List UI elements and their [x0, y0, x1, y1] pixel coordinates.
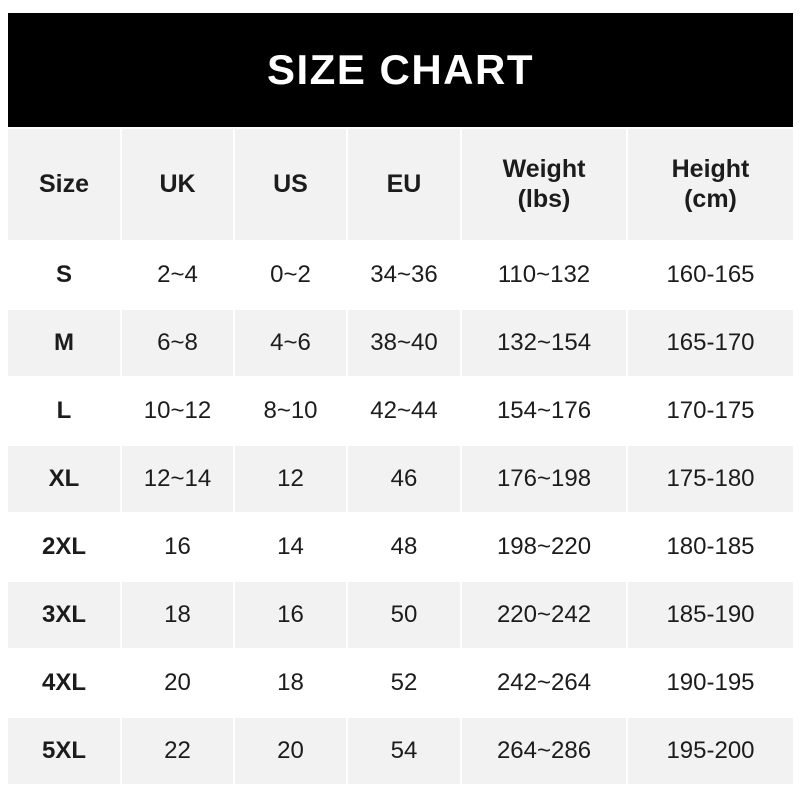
column-header-weight: Weight (lbs) — [462, 129, 628, 242]
cell-eu: 42~44 — [348, 378, 462, 446]
cell-size: L — [8, 378, 122, 446]
cell-height: 170-175 — [628, 378, 793, 446]
cell-height: 185-190 — [628, 582, 793, 650]
table-row: 4XL 20 18 52 242~264 190-195 — [8, 650, 793, 718]
cell-uk: 2~4 — [122, 242, 235, 310]
cell-us: 16 — [235, 582, 348, 650]
cell-us: 0~2 — [235, 242, 348, 310]
cell-uk: 16 — [122, 514, 235, 582]
cell-weight: 264~286 — [462, 718, 628, 786]
column-header-size: Size — [8, 129, 122, 242]
column-header-uk-line1: UK — [159, 169, 196, 198]
cell-size: 5XL — [8, 718, 122, 786]
table-row: 3XL 18 16 50 220~242 185-190 — [8, 582, 793, 650]
cell-size: S — [8, 242, 122, 310]
cell-uk: 22 — [122, 718, 235, 786]
cell-us: 4~6 — [235, 310, 348, 378]
table-row: S 2~4 0~2 34~36 110~132 160-165 — [8, 242, 793, 310]
title-bar: SIZE CHART — [8, 13, 793, 127]
size-chart-table: Size UK US EU Weight (lbs) Height (cm) — [8, 129, 793, 786]
cell-weight: 176~198 — [462, 446, 628, 514]
cell-us: 14 — [235, 514, 348, 582]
cell-height: 160-165 — [628, 242, 793, 310]
cell-eu: 50 — [348, 582, 462, 650]
cell-size: 2XL — [8, 514, 122, 582]
cell-weight: 132~154 — [462, 310, 628, 378]
cell-weight: 198~220 — [462, 514, 628, 582]
cell-weight: 154~176 — [462, 378, 628, 446]
cell-eu: 48 — [348, 514, 462, 582]
cell-us: 20 — [235, 718, 348, 786]
cell-us: 8~10 — [235, 378, 348, 446]
column-header-weight-line1: Weight — [502, 155, 586, 183]
cell-uk: 12~14 — [122, 446, 235, 514]
column-header-height-unit: (cm) — [684, 184, 737, 213]
table-row: XL 12~14 12 46 176~198 175-180 — [8, 446, 793, 514]
cell-weight: 242~264 — [462, 650, 628, 718]
cell-eu: 38~40 — [348, 310, 462, 378]
column-header-size-line1: Size — [38, 169, 90, 198]
cell-eu: 34~36 — [348, 242, 462, 310]
column-header-eu-line1: EU — [386, 169, 422, 198]
column-header-height: Height (cm) — [628, 129, 793, 242]
column-header-uk: UK — [122, 129, 235, 242]
cell-uk: 20 — [122, 650, 235, 718]
cell-uk: 10~12 — [122, 378, 235, 446]
cell-uk: 18 — [122, 582, 235, 650]
table-row: 2XL 16 14 48 198~220 180-185 — [8, 514, 793, 582]
cell-uk: 6~8 — [122, 310, 235, 378]
cell-eu: 46 — [348, 446, 462, 514]
column-header-eu: EU — [348, 129, 462, 242]
column-header-height-line1: Height — [671, 155, 750, 183]
column-header-us-line1: US — [273, 169, 308, 198]
cell-us: 18 — [235, 650, 348, 718]
table-row: L 10~12 8~10 42~44 154~176 170-175 — [8, 378, 793, 446]
cell-height: 180-185 — [628, 514, 793, 582]
cell-size: XL — [8, 446, 122, 514]
column-header-weight-unit: (lbs) — [517, 184, 571, 213]
cell-height: 175-180 — [628, 446, 793, 514]
cell-eu: 54 — [348, 718, 462, 786]
table-header-row: Size UK US EU Weight (lbs) Height (cm) — [8, 129, 793, 242]
column-header-us: US — [235, 129, 348, 242]
cell-size: 4XL — [8, 650, 122, 718]
cell-height: 190-195 — [628, 650, 793, 718]
cell-size: M — [8, 310, 122, 378]
table-row: 5XL 22 20 54 264~286 195-200 — [8, 718, 793, 786]
cell-weight: 220~242 — [462, 582, 628, 650]
table-row: M 6~8 4~6 38~40 132~154 165-170 — [8, 310, 793, 378]
cell-weight: 110~132 — [462, 242, 628, 310]
cell-us: 12 — [235, 446, 348, 514]
cell-size: 3XL — [8, 582, 122, 650]
cell-height: 165-170 — [628, 310, 793, 378]
cell-eu: 52 — [348, 650, 462, 718]
cell-height: 195-200 — [628, 718, 793, 786]
page-title: SIZE CHART — [267, 46, 534, 93]
